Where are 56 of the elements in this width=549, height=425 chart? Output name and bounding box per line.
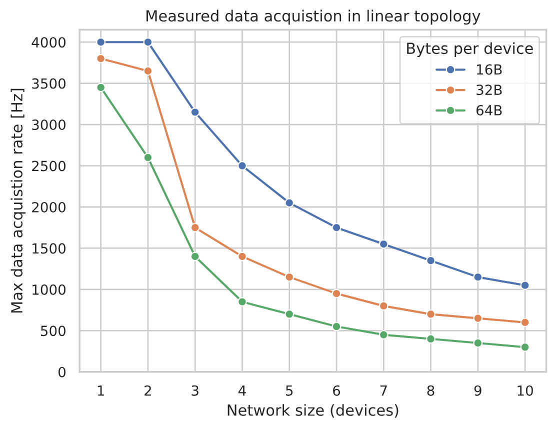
y-tick-label: 2000	[32, 202, 66, 212]
legend-label: 16B	[477, 64, 502, 75]
point	[426, 309, 436, 319]
point	[96, 54, 106, 64]
point	[520, 318, 530, 328]
point	[190, 252, 200, 262]
chart-title: Measured data acquistion in linear topology	[146, 10, 480, 25]
point	[426, 334, 436, 344]
point	[426, 256, 436, 266]
point	[190, 222, 200, 232]
y-axis-title: Max data acquistion rate [Hz]	[10, 88, 26, 313]
y-tick-label: 500	[40, 326, 66, 336]
point	[190, 107, 200, 117]
point	[284, 309, 294, 319]
point	[520, 342, 530, 352]
y-tick-label: 0	[58, 366, 66, 378]
x-tick-label: 2	[144, 385, 151, 396]
point	[284, 272, 294, 282]
x-tick-label: 4	[238, 385, 246, 396]
point	[143, 152, 153, 162]
point	[378, 239, 388, 249]
legend-label: 64B	[476, 105, 502, 116]
point	[332, 222, 342, 232]
x-tick-label: 3	[192, 385, 198, 396]
x-axis-title: Network size (devices)	[228, 404, 398, 418]
legend-label: 32B	[476, 84, 502, 96]
point	[284, 198, 294, 208]
point	[96, 37, 106, 47]
y-tick-label: 3500	[32, 78, 66, 89]
point	[473, 338, 483, 348]
point	[332, 288, 342, 298]
x-tick-label: 10	[518, 385, 533, 396]
y-tick-label: 2500	[32, 160, 66, 172]
point	[378, 301, 388, 311]
point	[473, 314, 483, 324]
point	[378, 330, 388, 340]
legend-title: Bytes per device	[407, 42, 533, 58]
point	[332, 322, 342, 332]
point	[96, 82, 106, 92]
x-tick-label: 7	[380, 385, 387, 396]
y-tick-label: 1500	[32, 243, 66, 254]
x-tick-label: 9	[474, 385, 482, 396]
point	[520, 280, 530, 290]
x-tick-label: 8	[427, 385, 434, 396]
point	[473, 272, 483, 282]
point	[238, 297, 247, 307]
y-tick-label: 1000	[32, 284, 66, 295]
point	[238, 161, 247, 170]
point	[143, 37, 153, 47]
point	[143, 66, 153, 76]
x-tick-label: 1	[98, 385, 104, 396]
y-tick-label: 4000	[32, 37, 66, 48]
y-tick-label: 3000	[32, 120, 66, 130]
point	[238, 252, 247, 262]
x-tick-label: 5	[286, 385, 293, 396]
x-tick-label: 6	[333, 385, 340, 396]
